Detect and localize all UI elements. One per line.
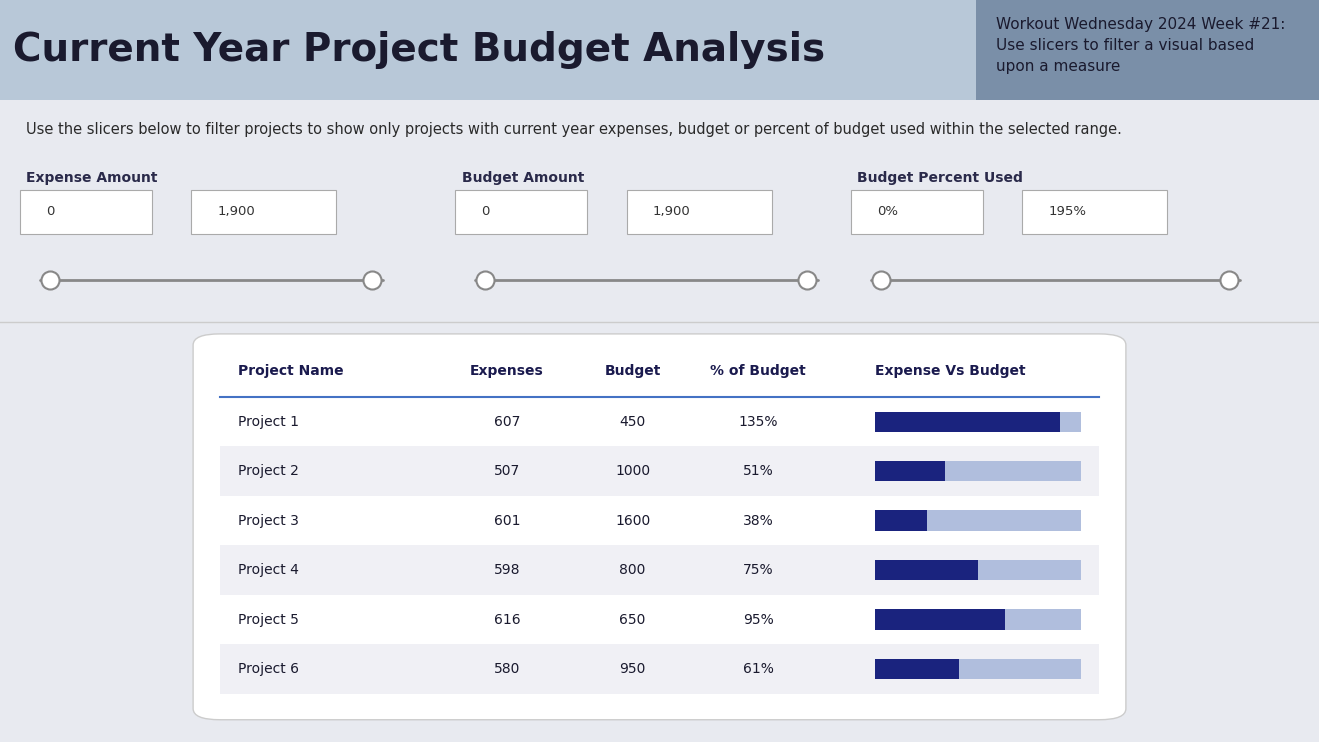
Text: 95%: 95% [743,613,773,626]
Text: Project 4: Project 4 [237,563,299,577]
Text: 1,900: 1,900 [218,206,256,218]
Bar [874,659,959,679]
Text: 598: 598 [493,563,520,577]
Text: 950: 950 [620,662,646,676]
Text: Expense Vs Budget: Expense Vs Budget [874,364,1025,378]
Bar [0,0,976,100]
Text: Project 6: Project 6 [237,662,299,676]
FancyBboxPatch shape [191,189,336,234]
Text: 51%: 51% [743,464,773,478]
Bar [874,659,1082,679]
Text: 1,900: 1,900 [653,206,691,218]
Text: Expense Amount: Expense Amount [26,171,158,185]
FancyBboxPatch shape [1022,189,1167,234]
Bar [874,412,1060,432]
Bar [220,644,1099,694]
Text: 580: 580 [493,662,520,676]
Text: 0%: 0% [877,206,898,218]
Bar [874,609,1005,630]
Text: Current Year Project Budget Analysis: Current Year Project Budget Analysis [13,31,826,69]
Text: 1000: 1000 [615,464,650,478]
Text: Budget Amount: Budget Amount [462,171,584,185]
FancyBboxPatch shape [193,334,1126,720]
Text: Project 3: Project 3 [237,513,299,528]
Bar [874,461,944,482]
Text: 507: 507 [493,464,520,478]
Text: 601: 601 [493,513,520,528]
FancyBboxPatch shape [627,189,772,234]
FancyBboxPatch shape [455,189,587,234]
Bar [874,560,1082,580]
FancyBboxPatch shape [20,189,152,234]
Text: Project 1: Project 1 [237,415,299,429]
Text: 1600: 1600 [615,513,650,528]
Text: 616: 616 [493,613,520,626]
Text: Project 2: Project 2 [237,464,299,478]
Text: Project Name: Project Name [237,364,343,378]
Bar [874,461,1082,482]
Text: Project 5: Project 5 [237,613,299,626]
Bar [874,560,977,580]
Text: 450: 450 [620,415,646,429]
Text: 800: 800 [620,563,646,577]
Bar [874,510,1082,531]
Text: 38%: 38% [743,513,773,528]
Text: Workout Wednesday 2024 Week #21:
Use slicers to filter a visual based
upon a mea: Workout Wednesday 2024 Week #21: Use sli… [996,16,1285,73]
Text: 0: 0 [481,206,489,218]
Text: 607: 607 [493,415,520,429]
Text: 75%: 75% [743,563,773,577]
Text: 61%: 61% [743,662,774,676]
FancyBboxPatch shape [851,189,983,234]
Bar [976,0,1319,100]
Text: Budget: Budget [604,364,661,378]
Bar [220,447,1099,496]
Text: Budget Percent Used: Budget Percent Used [857,171,1024,185]
Bar [220,545,1099,595]
Bar [874,609,1082,630]
Bar [874,510,927,531]
Text: 650: 650 [620,613,646,626]
Text: % of Budget: % of Budget [711,364,806,378]
Text: Use the slicers below to filter projects to show only projects with current year: Use the slicers below to filter projects… [26,122,1122,137]
Text: Expenses: Expenses [470,364,543,378]
Text: 0: 0 [46,206,54,218]
Text: 195%: 195% [1049,206,1087,218]
Text: 135%: 135% [739,415,778,429]
Bar [874,412,1082,432]
